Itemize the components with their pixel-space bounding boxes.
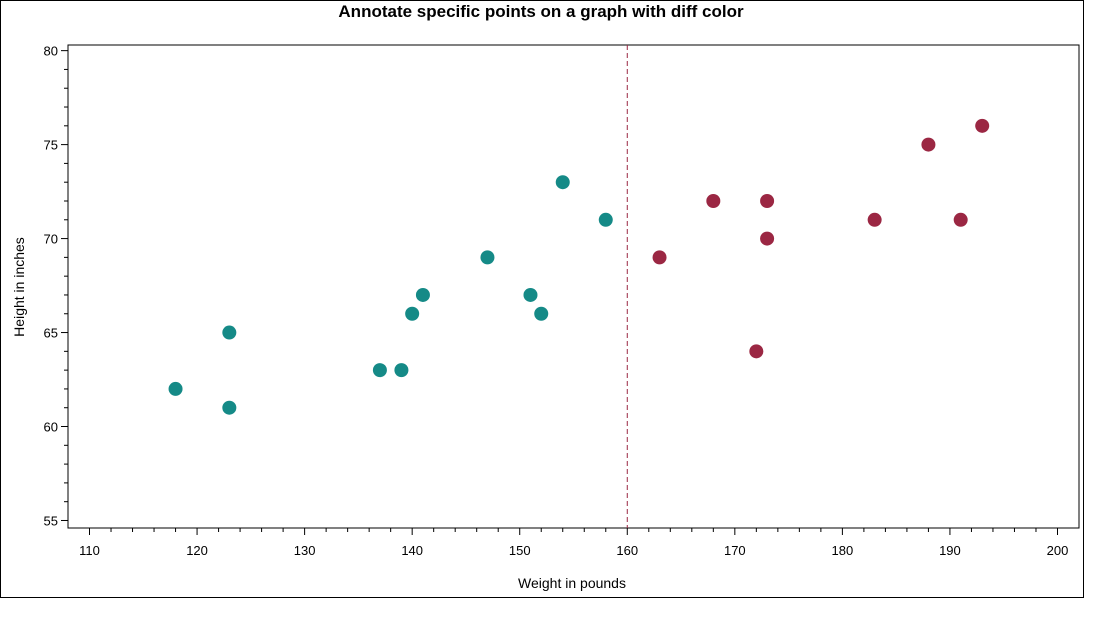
data-point (415, 287, 430, 302)
x-tick-label: 130 (294, 543, 316, 558)
x-tick-label: 110 (79, 543, 100, 558)
data-point (168, 381, 183, 396)
data-point (222, 325, 237, 340)
y-tick-label: 65 (44, 326, 58, 341)
y-tick-label: 75 (44, 138, 58, 153)
y-axis-label: Height in inches (11, 237, 27, 337)
x-tick-label: 160 (616, 543, 638, 558)
x-tick-label: 190 (939, 543, 961, 558)
data-point (867, 212, 882, 227)
data-point (534, 306, 549, 321)
y-tick-label: 80 (44, 44, 58, 59)
data-point (706, 193, 721, 208)
x-tick-label: 200 (1047, 543, 1069, 558)
plot-area (67, 44, 1080, 529)
data-point (749, 344, 764, 359)
data-point (372, 363, 387, 378)
chart-title: Annotate specific points on a graph with… (338, 2, 744, 21)
y-tick-label: 55 (44, 513, 58, 528)
x-tick-label: 140 (401, 543, 423, 558)
data-point (394, 363, 409, 378)
data-point (405, 306, 420, 321)
data-point (480, 250, 495, 265)
axis-ticks: 110 120 130 140 150 160 170 180 190 200 55 60 65 70 75… (44, 44, 1069, 558)
data-points (168, 118, 990, 415)
data-point (760, 193, 775, 208)
data-point (222, 400, 237, 415)
data-point (555, 175, 570, 190)
y-tick-label: 70 (44, 232, 58, 247)
data-point (652, 250, 667, 265)
y-tick-label: 60 (44, 420, 58, 435)
x-tick-label: 150 (509, 543, 531, 558)
x-tick-label: 170 (724, 543, 746, 558)
data-point (523, 287, 538, 302)
data-point (598, 212, 613, 227)
x-tick-label: 180 (832, 543, 854, 558)
chart-frame (0, 0, 1084, 598)
data-point (921, 137, 936, 152)
data-point (975, 118, 990, 133)
x-axis-label: Weight in pounds (518, 575, 626, 591)
x-tick-label: 120 (186, 543, 208, 558)
data-point (953, 212, 968, 227)
data-point (760, 231, 775, 246)
